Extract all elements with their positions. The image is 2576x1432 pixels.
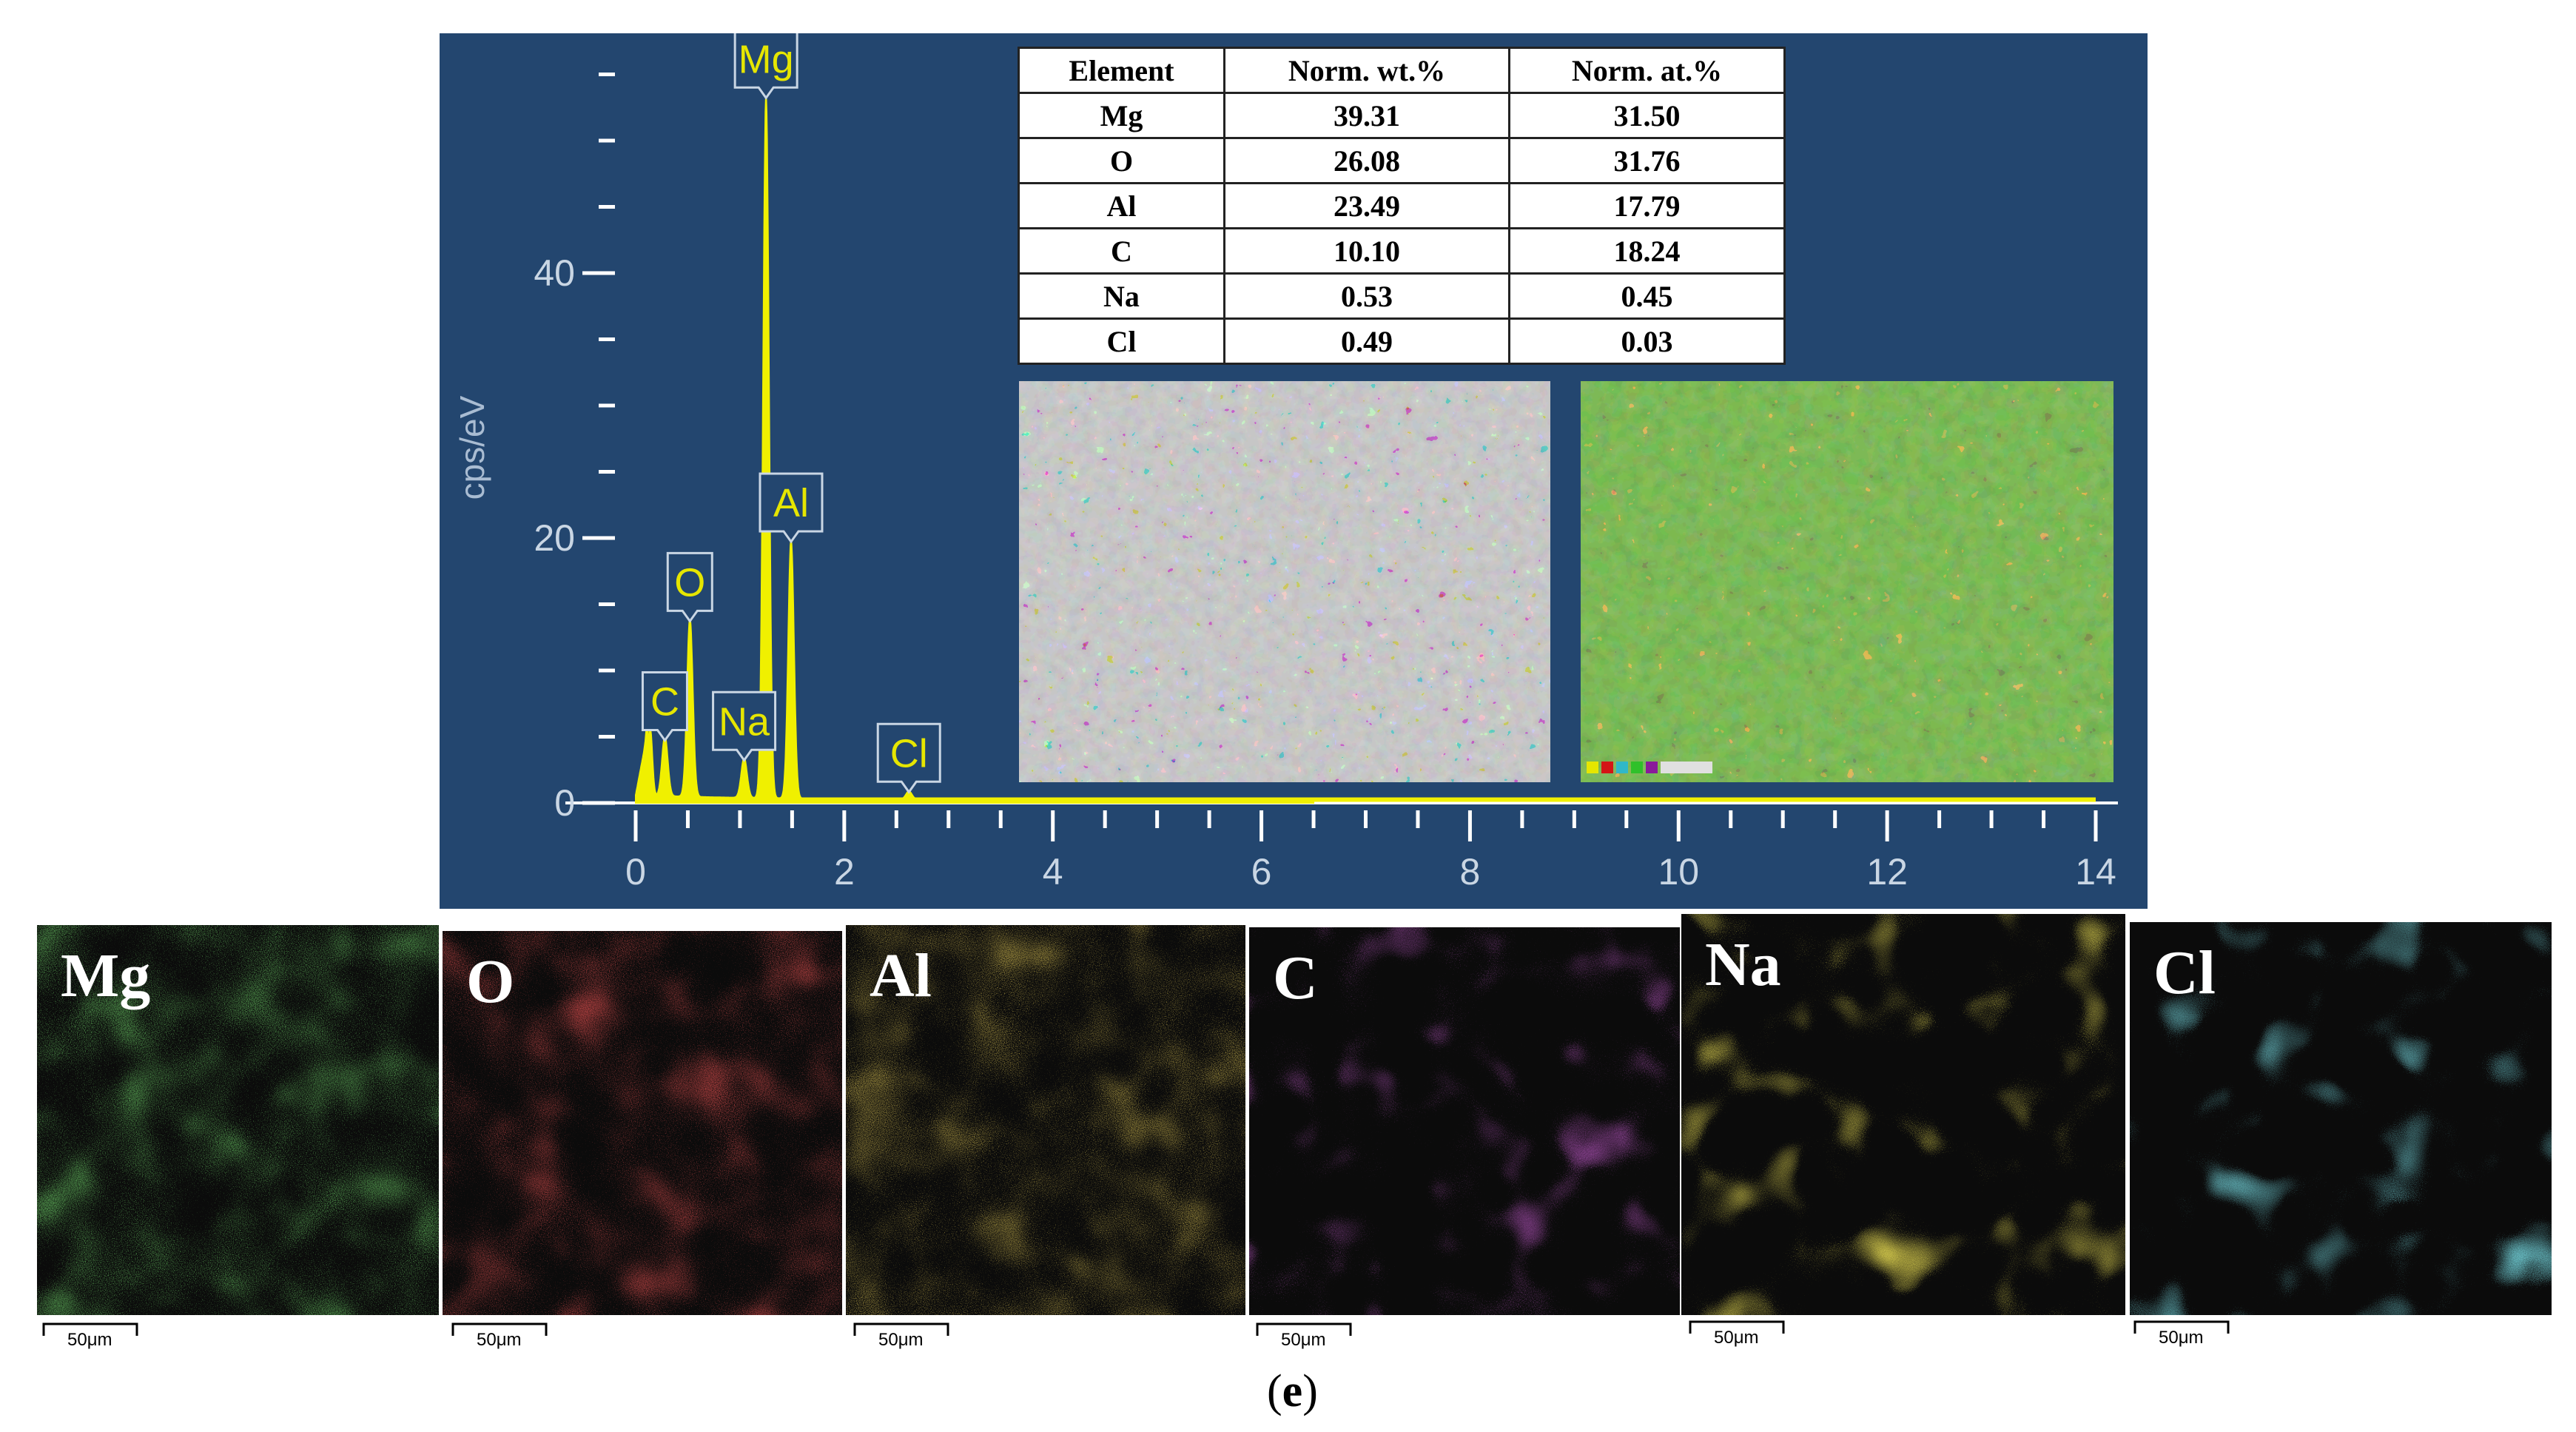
table-header-wt: Norm. wt.% <box>1223 47 1510 94</box>
x-tick-label: 12 <box>1866 851 1908 893</box>
table-row: C 10.10 18.24 <box>1018 227 1786 275</box>
map-label-mg: Mg <box>61 941 151 1010</box>
table-cell: Na <box>1018 272 1225 320</box>
table-row: Cl 0.49 0.03 <box>1018 317 1786 365</box>
scale-bar <box>451 1322 548 1336</box>
element-map-cl <box>2130 922 2552 1315</box>
caption-open: ( <box>1267 1366 1282 1416</box>
element-map-c <box>1249 927 1680 1315</box>
scale-bar-label: 50μm <box>1714 1328 1759 1348</box>
scale-bar-label: 50μm <box>2159 1328 2204 1348</box>
scale-bar-label: 50μm <box>878 1330 924 1350</box>
peak-label-cl: Cl <box>876 722 941 794</box>
peak-label-box <box>876 722 941 794</box>
element-map-mg <box>37 925 439 1315</box>
x-tick-label: 0 <box>625 851 646 893</box>
map-label-na: Na <box>1705 930 1781 999</box>
quantification-table: Element Norm. wt.% Norm. at.% Mg 39.31 31.… <box>1018 47 1786 365</box>
table-cell: 0.03 <box>1508 317 1786 365</box>
peak-label-al: Al <box>759 472 824 544</box>
table-header-element: Element <box>1018 47 1225 94</box>
scale-bar-label: 50μm <box>477 1330 522 1350</box>
spectrum-series <box>635 97 2096 804</box>
peak-label-box <box>641 670 688 743</box>
peak-labels: C O Na Mg Al Cl <box>641 33 941 794</box>
table-row: Mg 39.31 31.50 <box>1018 92 1786 139</box>
peak-label-o: O <box>666 551 713 623</box>
table-cell: 17.79 <box>1508 182 1786 229</box>
scale-bar <box>853 1322 949 1336</box>
table-cell: 0.45 <box>1508 272 1786 320</box>
scale-bar <box>1256 1322 1352 1336</box>
table-cell: Mg <box>1018 92 1225 139</box>
peak-label-na: Na <box>712 690 777 762</box>
layered-legend <box>1587 762 1712 773</box>
caption-close: ) <box>1302 1366 1318 1416</box>
y-tick-label: 40 <box>534 252 575 294</box>
element-map-na <box>1681 914 2125 1315</box>
x-tick-label: 6 <box>1251 851 1272 893</box>
table-cell: 39.31 <box>1223 92 1510 139</box>
table-cell: 26.08 <box>1223 137 1510 184</box>
peak-label-box <box>733 33 798 100</box>
table-cell: 31.76 <box>1508 137 1786 184</box>
peak-label-box <box>666 551 713 623</box>
peak-label-text: Al <box>773 481 809 525</box>
map-label-o: O <box>466 947 515 1016</box>
sem-micrograph <box>1019 381 1550 782</box>
layered-eds-image <box>1581 381 2113 782</box>
peak-label-mg: Mg <box>733 33 798 100</box>
table-cell: 0.49 <box>1223 317 1510 365</box>
table-cell: Al <box>1018 182 1225 229</box>
peak-label-text: C <box>650 679 679 724</box>
table-row: Al 23.49 17.79 <box>1018 182 1786 229</box>
map-label-al: Al <box>870 941 932 1010</box>
peak-label-text: Cl <box>890 731 928 776</box>
table-cell: Cl <box>1018 317 1225 365</box>
table-cell: 31.50 <box>1508 92 1786 139</box>
table-cell: 23.49 <box>1223 182 1510 229</box>
table-cell: 10.10 <box>1223 227 1510 275</box>
peak-label-text: O <box>674 560 705 605</box>
peak-label-text: Na <box>719 699 770 744</box>
y-tick-label: 0 <box>554 782 575 824</box>
table-header-at: Norm. at.% <box>1508 47 1786 94</box>
peak-label-c: C <box>641 670 688 743</box>
scale-bar-label: 50μm <box>1281 1330 1326 1350</box>
table-cell: O <box>1018 137 1225 184</box>
table-row: O 26.08 31.76 <box>1018 137 1786 184</box>
element-map-al <box>846 925 1245 1315</box>
scale-bar <box>42 1322 138 1336</box>
scale-bar-label: 50μm <box>67 1330 112 1350</box>
table-header-row: Element Norm. wt.% Norm. at.% <box>1018 47 1786 94</box>
peak-label-box <box>759 472 824 544</box>
x-tick-label: 2 <box>834 851 855 893</box>
map-label-cl: Cl <box>2153 938 2216 1007</box>
table-cell: 18.24 <box>1508 227 1786 275</box>
map-label-c: C <box>1273 944 1318 1012</box>
peak-label-box <box>712 690 777 762</box>
table-cell: C <box>1018 227 1225 275</box>
x-tick-label: 10 <box>1658 851 1699 893</box>
element-map-o <box>443 931 842 1315</box>
figure-caption: (e) <box>1267 1365 1318 1418</box>
table-row: Na 0.53 0.45 <box>1018 272 1786 320</box>
peak-label-text: Mg <box>739 37 794 81</box>
y-axis-label: cps/eV <box>453 395 491 500</box>
y-tick-label: 20 <box>534 517 575 559</box>
x-tick-label: 8 <box>1460 851 1481 893</box>
caption-letter: e <box>1282 1366 1303 1416</box>
x-tick-label: 14 <box>2075 851 2116 893</box>
x-tick-label: 4 <box>1043 851 1063 893</box>
scale-bar <box>1689 1320 1785 1334</box>
scale-bar <box>2133 1320 2230 1334</box>
table-cell: 0.53 <box>1223 272 1510 320</box>
